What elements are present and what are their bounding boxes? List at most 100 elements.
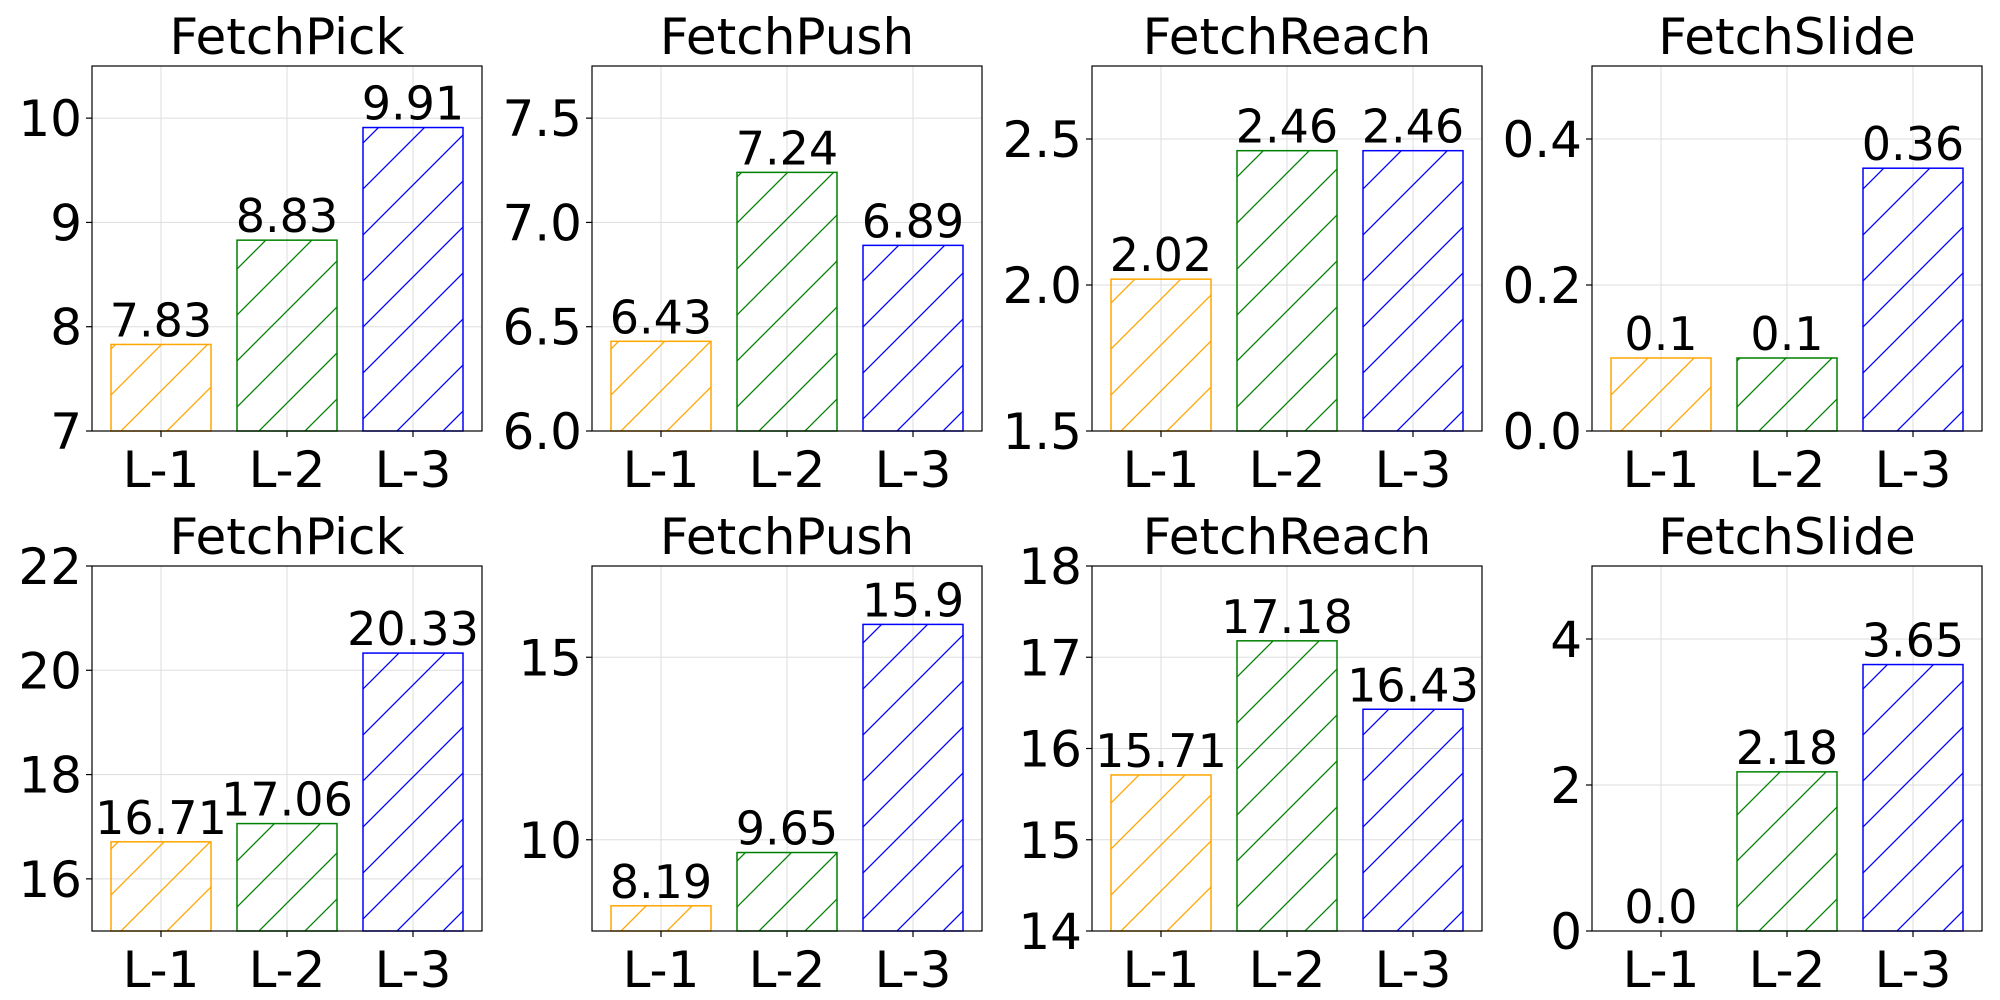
x-tick-label: L-2 xyxy=(249,941,326,999)
x-tick-label: L-1 xyxy=(123,441,200,499)
y-tick-label: 22 xyxy=(18,538,82,596)
x-tick-label: L-2 xyxy=(249,441,326,499)
bar-value-label: 9.65 xyxy=(736,802,838,856)
bar-L-3 xyxy=(1362,708,1464,932)
bar-L-3 xyxy=(1362,149,1464,432)
y-tick-label: 10 xyxy=(18,90,82,148)
y-tick-label: 7.5 xyxy=(502,90,582,148)
x-tick-label: L-3 xyxy=(875,941,952,999)
bar-value-label: 6.89 xyxy=(862,194,964,248)
bar-value-label: 17.06 xyxy=(221,773,353,827)
x-tick-label: L-2 xyxy=(1249,941,1326,999)
y-tick-label: 16 xyxy=(1018,721,1082,779)
y-tick-label: 16 xyxy=(18,851,82,909)
x-tick-label: L-3 xyxy=(375,941,452,999)
bar-value-label: 2.46 xyxy=(1362,100,1464,154)
y-tick-label: 2 xyxy=(1550,757,1582,815)
bar-value-label: 20.33 xyxy=(347,602,479,656)
bar-L-1 xyxy=(610,340,712,432)
y-tick-label: 14 xyxy=(1018,903,1082,961)
bar-value-label: 16.43 xyxy=(1347,658,1479,712)
y-tick-label: 15 xyxy=(1018,812,1082,870)
x-tick-label: L-2 xyxy=(1249,441,1326,499)
x-tick-label: L-2 xyxy=(749,441,826,499)
bar-value-label: 3.65 xyxy=(1862,614,1964,668)
bar-L-3 xyxy=(362,652,464,932)
x-tick-label: L-3 xyxy=(875,441,952,499)
bar-value-label: 0.0 xyxy=(1624,880,1697,934)
chart-title: FetchPick xyxy=(170,8,405,66)
chart-panel-4: FetchSlide 0.1 0.1 0.36 0.0 0.2 0.4 L-1 L-2 L-3 xyxy=(1502,8,1983,499)
y-tick-label: 18 xyxy=(18,747,82,805)
bar-L-1 xyxy=(1110,278,1212,432)
y-tick-label: 8 xyxy=(50,299,82,357)
bar-value-label: 2.02 xyxy=(1110,228,1212,282)
bar-L-3 xyxy=(862,244,964,432)
bar-value-label: 7.83 xyxy=(110,293,212,347)
x-tick-label: L-3 xyxy=(1875,941,1952,999)
bar-L-2 xyxy=(236,239,338,432)
y-tick-label: 2.5 xyxy=(1002,111,1082,169)
y-tick-label: 17 xyxy=(1018,629,1082,687)
y-tick-label: 0.2 xyxy=(1502,257,1582,315)
bar-value-label: 2.46 xyxy=(1236,100,1338,154)
x-tick-label: L-2 xyxy=(1749,941,1826,999)
bar-L-2 xyxy=(236,822,338,932)
y-tick-label: 15 xyxy=(518,629,582,687)
bar-L-3 xyxy=(862,623,964,932)
y-tick-label: 20 xyxy=(18,642,82,700)
bar-L-2 xyxy=(736,171,838,432)
bar-L-3 xyxy=(1862,167,1964,432)
bar-L-2 xyxy=(736,851,838,932)
y-tick-label: 6.5 xyxy=(502,299,582,357)
chart-title: FetchSlide xyxy=(1658,508,1916,566)
x-tick-label: L-1 xyxy=(1123,941,1200,999)
bar-value-label: 0.1 xyxy=(1750,307,1823,361)
x-tick-label: L-3 xyxy=(1875,441,1952,499)
x-tick-label: L-2 xyxy=(749,941,826,999)
x-tick-label: L-1 xyxy=(623,941,700,999)
chart-title: FetchSlide xyxy=(1658,8,1916,66)
x-tick-label: L-3 xyxy=(1375,941,1452,999)
x-tick-label: L-3 xyxy=(1375,441,1452,499)
bar-value-label: 16.71 xyxy=(95,791,227,845)
bar-value-label: 15.9 xyxy=(862,573,964,627)
bar-value-label: 7.24 xyxy=(736,121,838,175)
x-tick-label: L-1 xyxy=(1623,441,1700,499)
chart-panel-2: FetchPush 6.43 7.24 6.89 6.0 6.5 7.0 7.5 L-1 L-2 L… xyxy=(502,8,983,499)
bar-L-1 xyxy=(110,343,212,432)
y-tick-label: 18 xyxy=(1018,538,1082,596)
bar-L-2 xyxy=(1736,357,1838,432)
chart-panel-1: FetchPick 7.83 8.83 9.91 7 8 9 10 L-1 L-2 L-3 xyxy=(18,8,483,499)
y-tick-label: 10 xyxy=(518,812,582,870)
chart-panel-3: FetchReach 2.02 2.46 2.46 1.5 2.0 2.5 L-1 L-2 L-3 xyxy=(1002,8,1483,499)
y-tick-label: 6.0 xyxy=(502,403,582,461)
bar-value-label: 6.43 xyxy=(610,290,712,344)
bar-L-1 xyxy=(1610,357,1712,432)
y-tick-label: 2.0 xyxy=(1002,257,1082,315)
y-tick-label: 7.0 xyxy=(502,194,582,252)
y-tick-label: 9 xyxy=(50,194,82,252)
y-tick-label: 4 xyxy=(1550,611,1582,669)
chart-panel-7: FetchReach 15.71 17.18 16.43 14 15 16 17 18 L-1 L-… xyxy=(1018,508,1483,999)
bar-value-label: 9.91 xyxy=(362,77,464,131)
chart-title: FetchPush xyxy=(660,8,914,66)
bar-value-label: 17.18 xyxy=(1221,590,1353,644)
y-tick-label: 0 xyxy=(1550,903,1582,961)
bar-value-label: 15.71 xyxy=(1095,724,1227,778)
x-tick-label: L-3 xyxy=(375,441,452,499)
x-tick-label: L-1 xyxy=(623,441,700,499)
bar-L-3 xyxy=(362,126,464,432)
bar-L-2 xyxy=(1236,149,1338,432)
chart-title: FetchPick xyxy=(170,508,405,566)
chart-title: FetchReach xyxy=(1143,8,1432,66)
bar-value-label: 0.1 xyxy=(1624,307,1697,361)
x-tick-label: L-1 xyxy=(1123,441,1200,499)
bar-value-label: 8.19 xyxy=(610,855,712,909)
y-tick-label: 1.5 xyxy=(1002,403,1082,461)
bar-L-1 xyxy=(1110,774,1212,932)
x-tick-label: L-2 xyxy=(1749,441,1826,499)
chart-title: FetchPush xyxy=(660,508,914,566)
